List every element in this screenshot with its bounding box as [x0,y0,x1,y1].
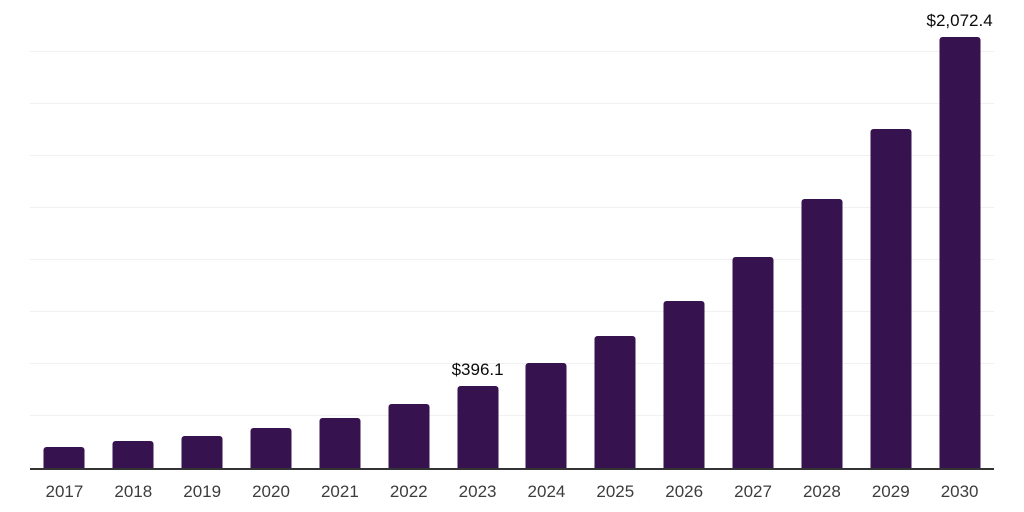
plot-area: $396.1 $2,072.4 [30,0,994,470]
x-axis-label-2025: 2025 [596,482,635,501]
bar-2020 [250,428,292,468]
x-axis-label-2024: 2024 [527,482,566,501]
gridline-1000 [30,259,994,260]
data-label-2030: $2,072.4 [926,11,993,31]
gridline-1500 [30,155,994,156]
bar-2023 [457,385,499,468]
bars-row: $396.1 $2,072.4 [30,0,994,468]
x-axis-label-2029: 2029 [871,482,910,501]
bar-2022 [388,404,430,468]
bar-2024 [525,362,567,468]
gridline-1750 [30,103,994,104]
x-axis-label-2017: 2017 [45,482,84,501]
bar-2017 [43,446,85,468]
bar-column-2021 [305,0,374,468]
bar-column-2020 [237,0,306,468]
bar-2027 [732,256,774,468]
x-axis-label-2022: 2022 [389,482,428,501]
x-axis-labels: 2017 2018 2019 2020 2021 2022 2023 2024 2025 2026… [30,482,994,502]
bar-2026 [663,300,705,468]
bar-2029 [870,129,912,468]
x-axis-label-2026: 2026 [665,482,704,501]
bar-column-2026 [650,0,719,468]
x-axis-label-2028: 2028 [802,482,841,501]
gridline-2000 [30,51,994,52]
bar-2021 [319,417,361,468]
bar-column-2027 [719,0,788,468]
bar-column-2023: $396.1 [443,0,512,468]
bar-column-2024 [512,0,581,468]
gridline-1250 [30,207,994,208]
gridline-250 [30,415,994,416]
bar-column-2025 [581,0,650,468]
bar-2018 [112,441,154,468]
bar-column-2029 [856,0,925,468]
bar-column-2017 [30,0,99,468]
bar-2019 [181,436,223,468]
bar-column-2030: $2,072.4 [925,0,994,468]
bar-2030 [939,36,981,468]
x-axis-label-2018: 2018 [114,482,153,501]
bar-column-2028 [787,0,856,468]
x-axis-label-2019: 2019 [183,482,222,501]
bar-column-2019 [168,0,237,468]
x-axis-label-2021: 2021 [320,482,359,501]
bar-column-2018 [99,0,168,468]
x-axis-label-2027: 2027 [734,482,772,501]
gridline-500 [30,363,994,364]
gridline-750 [30,311,994,312]
x-axis-label-2023: 2023 [458,482,497,501]
x-axis-label-2020: 2020 [252,482,290,501]
data-label-2023: $396.1 [451,359,504,379]
bar-2025 [594,335,636,468]
x-axis-label-2030: 2030 [940,482,979,501]
bar-2028 [801,199,843,468]
bar-column-2022 [374,0,443,468]
